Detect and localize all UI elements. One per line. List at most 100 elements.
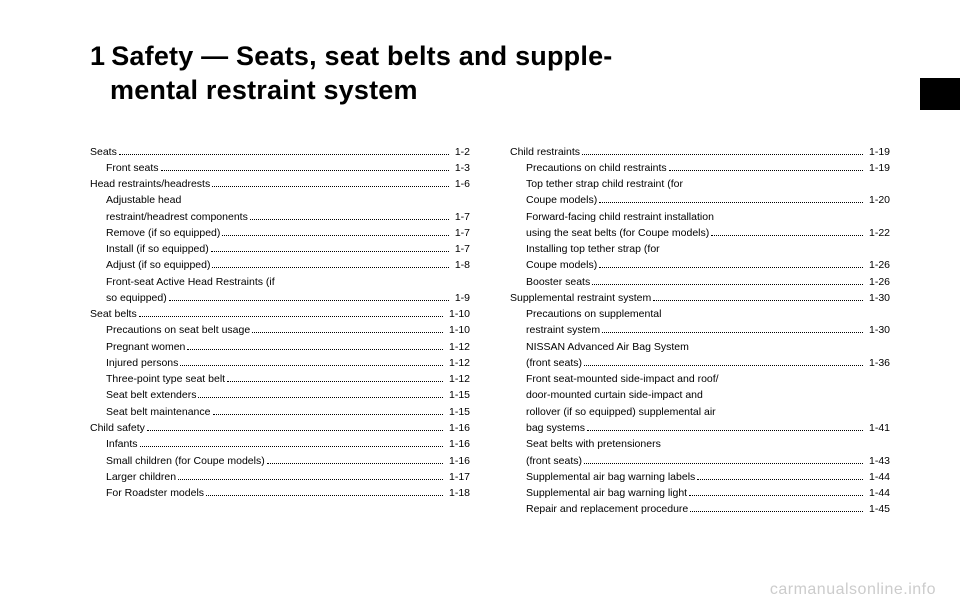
toc-entry-page: 1-36 (865, 355, 890, 371)
toc-entry-continuation: Top tether strap child restraint (for (510, 176, 890, 192)
toc-leader-dots (252, 326, 443, 333)
toc-entry-page: 1-43 (865, 453, 890, 469)
toc-entry: Precautions on seat belt usage 1-10 (90, 322, 470, 338)
toc-entry-label: Install (if so equipped) (106, 241, 209, 257)
toc-entry: For Roadster models1-18 (90, 485, 470, 501)
toc-entry-label: Remove (if so equipped) (106, 225, 220, 241)
toc-entry-label: Precautions on seat belt usage (106, 322, 250, 338)
toc-entry-page: 1-12 (445, 355, 470, 371)
title-line-2: mental restraint system (110, 75, 418, 105)
toc-column-right: Child restraints 1-19 Precautions on child… (510, 144, 890, 518)
toc-leader-dots (211, 245, 449, 252)
toc-entry: Supplemental restraint system1-30 (510, 290, 890, 306)
toc-entry-page: 1-19 (865, 160, 890, 176)
toc-entry-label: Seat belts (90, 306, 137, 322)
toc-entry: Seat belts 1-10 (90, 306, 470, 322)
toc-entry: Front seats1-3 (90, 160, 470, 176)
toc-entry-label: Child restraints (510, 144, 580, 160)
toc-entry: Remove (if so equipped)1-7 (90, 225, 470, 241)
toc-leader-dots (161, 163, 449, 170)
toc-leader-dots (599, 196, 863, 203)
toc-entry: Injured persons 1-12 (90, 355, 470, 371)
toc-entry-continuation: Forward-facing child restraint installat… (510, 209, 890, 225)
toc-entry-continuation: Front-seat Active Head Restraints (if (90, 274, 470, 290)
toc-leader-dots (169, 294, 449, 301)
toc-entry-page: 1-17 (445, 469, 470, 485)
toc-leader-dots (119, 147, 449, 154)
toc-columns: Seats1-2Front seats1-3Head restraints/he… (90, 144, 890, 518)
toc-entry-label: Repair and replacement procedure (526, 501, 688, 517)
toc-leader-dots (599, 261, 863, 268)
toc-entry: Seats1-2 (90, 144, 470, 160)
toc-leader-dots (212, 180, 449, 187)
toc-entry-page: 1-8 (451, 257, 470, 273)
toc-entry-page: 1-10 (445, 306, 470, 322)
toc-entry-page: 1-10 (445, 322, 470, 338)
toc-entry-page: 1-26 (865, 274, 890, 290)
toc-entry: so equipped)1-9 (90, 290, 470, 306)
toc-entry-page: 1-44 (865, 485, 890, 501)
toc-entry-page: 1-12 (445, 371, 470, 387)
toc-leader-dots (584, 359, 863, 366)
toc-leader-dots (689, 489, 863, 496)
toc-entry: Install (if so equipped)1-7 (90, 241, 470, 257)
toc-entry-continuation: Seat belts with pretensioners (510, 436, 890, 452)
toc-entry-label: Infants (106, 436, 138, 452)
toc-entry-label: Larger children (106, 469, 176, 485)
toc-entry-page: 1-30 (865, 290, 890, 306)
toc-entry-label: For Roadster models (106, 485, 204, 501)
toc-leader-dots (267, 456, 443, 463)
toc-entry: Booster seats 1-26 (510, 274, 890, 290)
toc-entry-continuation: door-mounted curtain side-impact and (510, 387, 890, 403)
toc-leader-dots (180, 359, 443, 366)
toc-entry-label: Coupe models) (526, 192, 597, 208)
toc-entry: Head restraints/headrests1-6 (90, 176, 470, 192)
toc-entry-page: 1-16 (445, 453, 470, 469)
manual-page: 1Safety — Seats, seat belts and supple- … (0, 0, 960, 611)
toc-entry-label: Seat belt extenders (106, 387, 196, 403)
toc-entry-page: 1-19 (865, 144, 890, 160)
toc-entry: Infants 1-16 (90, 436, 470, 452)
toc-entry: Pregnant women 1-12 (90, 339, 470, 355)
toc-entry-label: Pregnant women (106, 339, 185, 355)
toc-entry-page: 1-7 (451, 209, 470, 225)
chapter-title: 1Safety — Seats, seat belts and supple- … (90, 40, 890, 108)
toc-leader-dots (697, 472, 863, 479)
toc-entry: restraint system1-30 (510, 322, 890, 338)
toc-entry: (front seats) 1-36 (510, 355, 890, 371)
toc-entry-label: Adjust (if so equipped) (106, 257, 210, 273)
toc-entry-label: using the seat belts (for Coupe models) (526, 225, 709, 241)
toc-entry-continuation: rollover (if so equipped) supplemental a… (510, 404, 890, 420)
toc-entry-label: restraint system (526, 322, 600, 338)
toc-leader-dots (147, 424, 443, 431)
toc-entry: Child restraints 1-19 (510, 144, 890, 160)
toc-leader-dots (711, 228, 863, 235)
section-tab (920, 78, 960, 110)
toc-entry-page: 1-12 (445, 339, 470, 355)
toc-entry-page: 1-16 (445, 420, 470, 436)
toc-leader-dots (178, 472, 443, 479)
toc-leader-dots (250, 212, 449, 219)
toc-leader-dots (212, 261, 448, 268)
toc-entry-label: Booster seats (526, 274, 590, 290)
toc-entry-page: 1-26 (865, 257, 890, 273)
toc-leader-dots (653, 294, 863, 301)
toc-entry-label: Child safety (90, 420, 145, 436)
toc-entry-page: 1-16 (445, 436, 470, 452)
toc-leader-dots (222, 228, 448, 235)
toc-entry-continuation: Installing top tether strap (for (510, 241, 890, 257)
toc-leader-dots (690, 505, 863, 512)
watermark-text: carmanualsonline.info (770, 581, 936, 599)
toc-entry: Larger children 1-17 (90, 469, 470, 485)
toc-entry-label: Injured persons (106, 355, 178, 371)
toc-entry-label: Precautions on child restraints (526, 160, 667, 176)
toc-entry-continuation: Front seat-mounted side-impact and roof/ (510, 371, 890, 387)
toc-entry-label: (front seats) (526, 355, 582, 371)
toc-entry: restraint/headrest components1-7 (90, 209, 470, 225)
toc-entry: Seat belt maintenance1-15 (90, 404, 470, 420)
toc-entry-label: bag systems (526, 420, 585, 436)
toc-leader-dots (213, 407, 443, 414)
toc-entry: bag systems1-41 (510, 420, 890, 436)
toc-entry: Coupe models)1-20 (510, 192, 890, 208)
toc-entry-label: Three-point type seat belt (106, 371, 225, 387)
